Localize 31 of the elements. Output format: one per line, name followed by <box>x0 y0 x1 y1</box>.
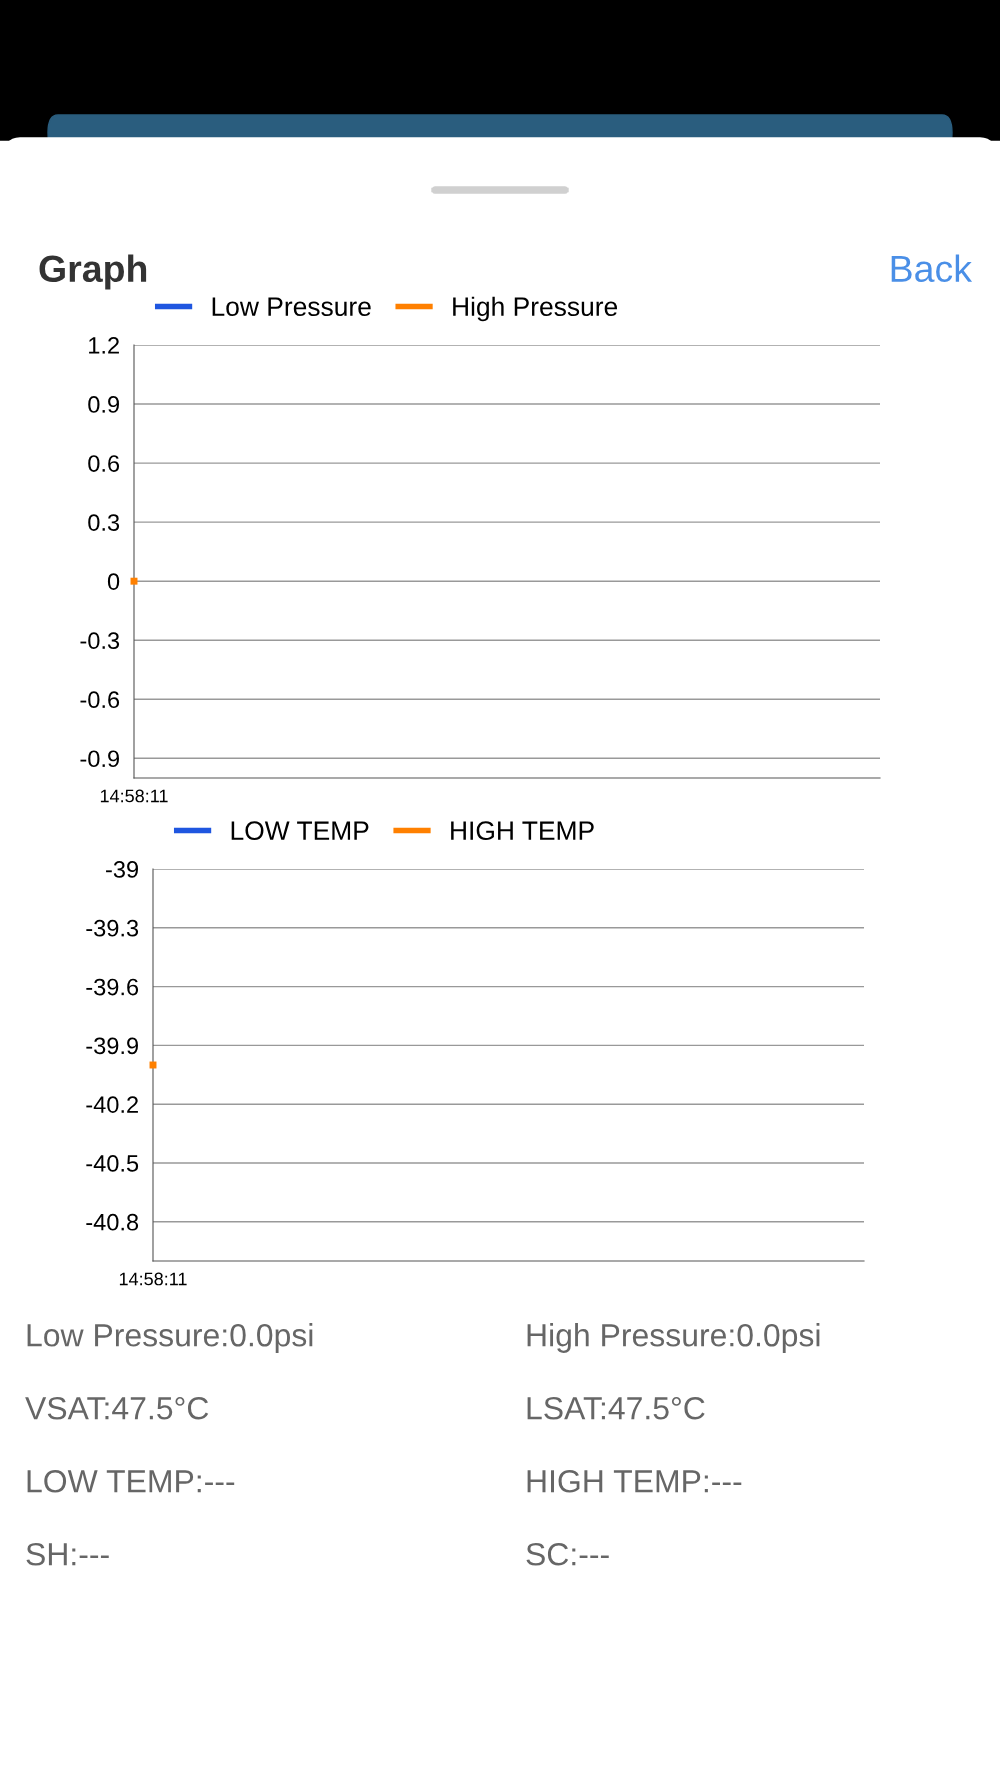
legend-label: High Pressure <box>453 296 618 322</box>
text: High Pressure:0.0psi <box>527 1323 820 1353</box>
text: SC:--- <box>526 1542 609 1566</box>
y-tick-label: -39.9 <box>86 1037 138 1055</box>
text: HIGH TEMP:--- <box>527 1469 742 1493</box>
y-tick-label: 0.9 <box>88 396 119 413</box>
y-tick-label: 1.2 <box>89 337 119 354</box>
y-tick-label: -40.8 <box>86 1213 139 1231</box>
text: VSAT:47.5°C <box>25 1396 209 1420</box>
x-tick-label: 14:58:11 <box>100 789 168 803</box>
x-tick-label: 14:58:11 <box>119 1272 187 1286</box>
y-tick-label: -40.5 <box>86 1155 139 1172</box>
y-tick-label: 0 <box>107 573 120 590</box>
y-tick-label: -39.3 <box>86 919 139 937</box>
y-tick-label: -39.6 <box>86 978 139 996</box>
y-tick-label: -40.2 <box>86 1096 138 1113</box>
y-tick-label: -0.9 <box>80 750 119 768</box>
y-tick-label: 0.3 <box>88 514 120 531</box>
text: LSAT:47.5°C <box>527 1396 705 1420</box>
y-tick-label: -0.3 <box>80 632 120 650</box>
text: Low Pressure:0.0psi <box>27 1323 313 1353</box>
text: SH:--- <box>26 1542 109 1566</box>
text: LOW TEMP:--- <box>27 1469 235 1493</box>
text: Back <box>891 254 973 283</box>
chart-title: Graph <box>39 254 147 290</box>
y-tick-label: -39 <box>106 861 138 878</box>
legend-label: HIGH TEMP <box>451 821 594 841</box>
legend-label: Low Pressure <box>212 297 371 317</box>
y-tick-label: -0.6 <box>80 691 120 709</box>
y-tick-label: 0.6 <box>88 455 120 472</box>
legend-label: LOW TEMP <box>231 821 369 841</box>
